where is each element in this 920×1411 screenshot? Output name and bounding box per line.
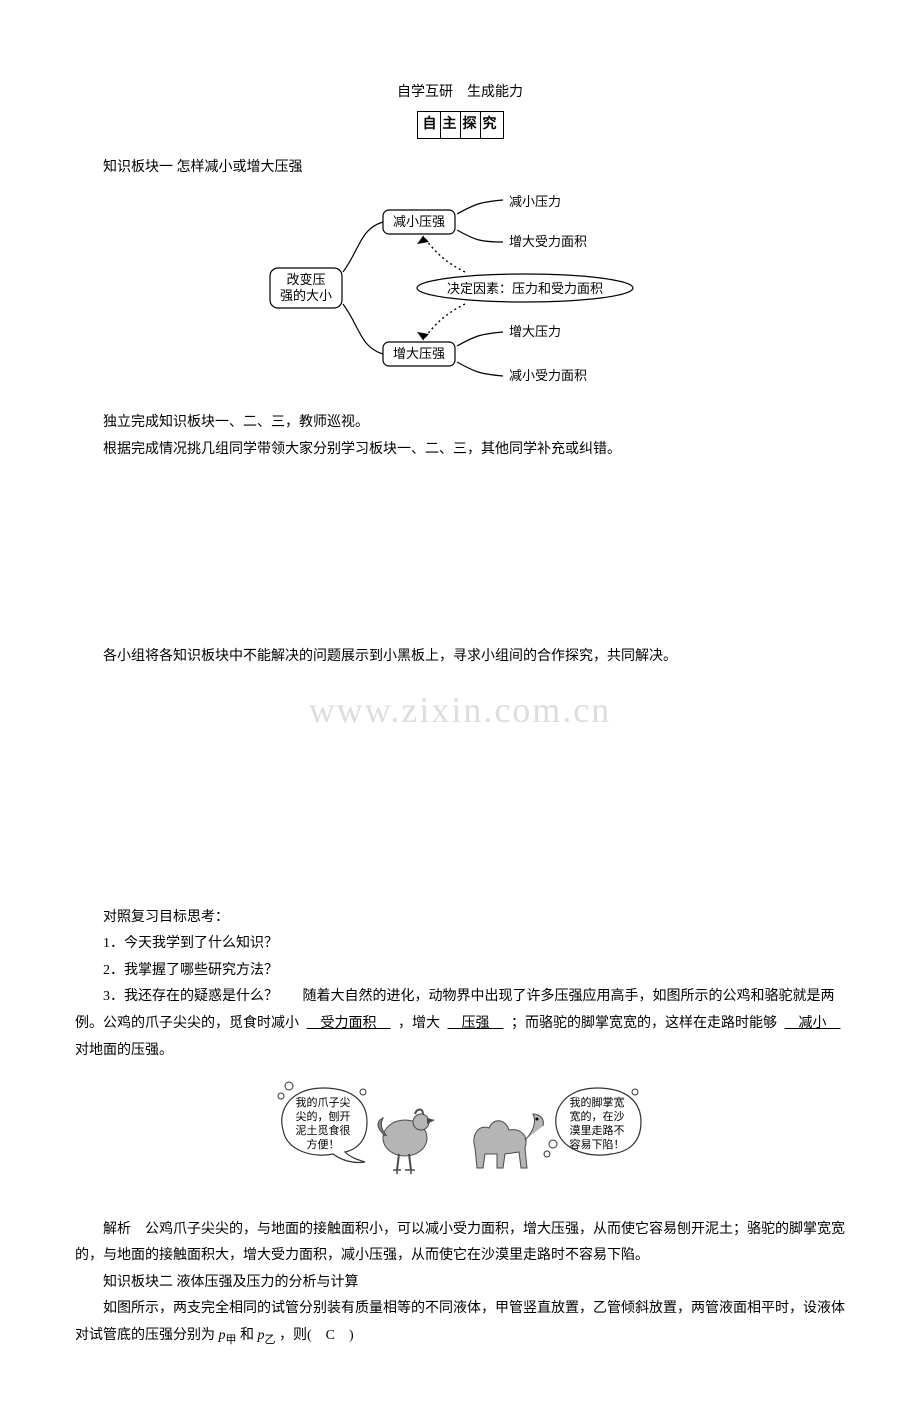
- review-q3: 3．我还存在的疑惑是什么？ 随着大自然的进化，动物界中出现了许多压强应用高手，如…: [75, 984, 845, 1064]
- analysis-text: 公鸡爪子尖尖的，与地面的接触面积小，可以减小受力面积，增大压强，从而使它容易刨开…: [75, 1222, 845, 1264]
- top-box: 减小压强: [393, 214, 445, 229]
- section1-heading: 知识板块一 怎样减小或增大压强: [75, 155, 845, 182]
- bottom-branch1: 增大压力: [509, 324, 561, 339]
- review-q2: 2．我掌握了哪些研究方法？: [75, 958, 845, 985]
- review-q3-pre: 3．我还存在的疑惑是什么？: [103, 989, 278, 1004]
- sub-2: 乙: [265, 1334, 276, 1346]
- section1-para1: 独立完成知识板块一、二、三，教师巡视。: [75, 410, 845, 437]
- camel-icon: [474, 1114, 543, 1168]
- top-branch2: 增大受力面积: [509, 234, 587, 249]
- bottom-box: 增大压强: [393, 346, 445, 361]
- section2-body: 如图所示，两支完全相同的试管分别装有质量相等的不同液体，甲管竖直放置，乙管倾斜放…: [75, 1296, 845, 1350]
- section2-mid: 和: [240, 1328, 254, 1343]
- rooster-icon: [378, 1110, 435, 1175]
- section2-body-b: ，则( C ): [279, 1328, 354, 1343]
- subtitle-char: 主: [441, 112, 461, 139]
- analysis-label: 解析: [103, 1222, 131, 1237]
- concept-diagram: 改变压 强的大小 减小压强 减小压力 增大受力面积 增大压强 增大压力 减小受力…: [75, 194, 845, 395]
- analysis-para: 解析 公鸡爪子尖尖的，与地面的接触面积小，可以减小受力面积，增大压强，从而使它容…: [75, 1217, 845, 1270]
- review-q1: 1．今天我学到了什么知识？: [75, 931, 845, 958]
- camel-bubble: 我的脚掌宽 宽的，在沙 漠里走路不 容易下陷！: [544, 1088, 641, 1157]
- svg-text:容易下陷！: 容易下陷！: [570, 1137, 625, 1151]
- page-title: 自学互研 生成能力: [75, 80, 845, 107]
- blank-3: 减小: [781, 1016, 845, 1031]
- review-q3-b: ，增大: [398, 1016, 440, 1031]
- bottom-branch2: 减小受力面积: [509, 368, 587, 383]
- var-p2: p: [258, 1328, 265, 1343]
- boxed-subtitle: 自主探究: [75, 111, 845, 140]
- center-label: 决定因素：压力和受力面积: [447, 281, 603, 296]
- section2-heading: 知识板块二 液体压强及压力的分析与计算: [75, 1270, 845, 1297]
- middle-para: 各小组将各知识板块中不能解决的问题展示到小黑板上，寻求小组间的合作探究，共同解决…: [75, 644, 845, 671]
- sub-1: 甲: [226, 1334, 237, 1346]
- subtitle-char: 究: [481, 112, 500, 139]
- svg-text:泥土觅食很: 泥土觅食很: [296, 1123, 351, 1137]
- watermark: www.zixin.com.cn: [75, 676, 845, 744]
- review-heading: 对照复习目标思考：: [75, 905, 845, 932]
- svg-text:我的脚掌宽: 我的脚掌宽: [570, 1095, 625, 1109]
- section1-para2: 根据完成情况挑几组同学带领大家分别学习板块一、二、三，其他同学补充或纠错。: [75, 437, 845, 464]
- middle-para-text: 各小组将各知识板块中不能解决的问题展示到小黑板上，寻求小组间的合作探究，共同解决…: [103, 649, 677, 664]
- section2-body-a: 如图所示，两支完全相同的试管分别装有质量相等的不同液体，甲管竖直放置，乙管倾斜放…: [75, 1301, 845, 1343]
- svg-text:漠里走路不: 漠里走路不: [570, 1124, 625, 1137]
- subtitle-char: 探: [461, 112, 481, 139]
- review-q3-c: ；而骆驼的脚掌宽宽的，这样在走路时能够: [511, 1016, 777, 1031]
- rooster-bubble: 我的爪子尖 尖的，刨开 泥土觅食很 方便！: [278, 1082, 367, 1163]
- var-p1: p: [219, 1328, 226, 1343]
- svg-text:我的爪子尖: 我的爪子尖: [296, 1095, 351, 1109]
- review-q3-d: 对地面的压强。: [75, 1043, 173, 1058]
- subtitle-char: 自: [421, 112, 441, 139]
- svg-text:方便！: 方便！: [307, 1137, 340, 1151]
- svg-text:宽的，在沙: 宽的，在沙: [570, 1109, 625, 1123]
- blank-1: 受力面积: [303, 1016, 395, 1031]
- title-text: 自学互研 生成能力: [397, 85, 523, 100]
- svg-text:尖的，刨开: 尖的，刨开: [296, 1109, 351, 1123]
- left-box-l1: 改变压: [286, 272, 325, 287]
- top-branch1: 减小压力: [509, 194, 561, 209]
- left-box-l2: 强的大小: [280, 288, 332, 303]
- animal-figure: 我的爪子尖 尖的，刨开 泥土觅食很 方便！ 我的: [75, 1078, 845, 1199]
- blank-2: 压强: [444, 1016, 508, 1031]
